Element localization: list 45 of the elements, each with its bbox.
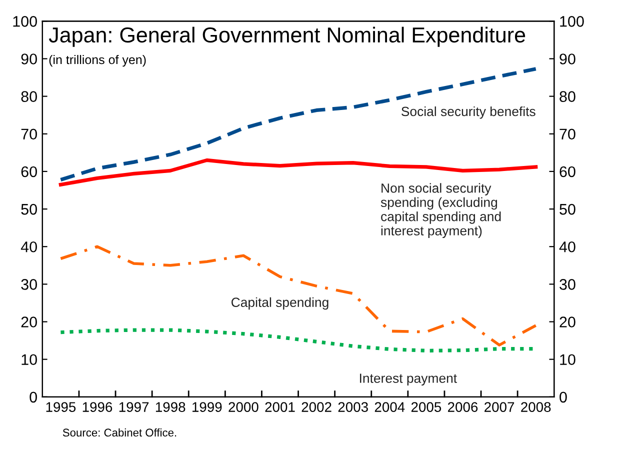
x-tick-label: 2006: [448, 402, 478, 412]
series-label: Social security benefits: [402, 106, 536, 119]
y2-tick-label: 40: [559, 241, 576, 252]
text: (in trillions of yen): [49, 54, 146, 67]
x-tick-label: 1999: [192, 402, 222, 412]
y2-tick-label: 50: [560, 204, 576, 215]
y-tick-label: 40: [20, 241, 37, 252]
x-tick-label: 2000: [228, 402, 258, 412]
y-tick-label: 0: [30, 392, 37, 403]
x-tick-label: 2004: [374, 402, 405, 412]
y-tick-label: 80: [21, 91, 37, 102]
y-tick-label: 50: [21, 204, 37, 215]
y2-tick-label: 10: [560, 354, 576, 366]
x-tick-label: 1996: [82, 402, 112, 412]
y-tick-label: 70: [21, 128, 37, 140]
x-tick-label: 2005: [411, 402, 442, 412]
y2-tick-label: 100: [560, 16, 584, 27]
x-tick-label: 2008: [521, 402, 551, 412]
y2-tick-label: 90: [560, 54, 576, 64]
y-tick-label: 20: [21, 316, 37, 328]
y2-tick-label: 70: [560, 128, 576, 140]
x-tick-label: 1998: [156, 402, 186, 412]
source-note: Source: Cabinet Office.: [62, 428, 176, 437]
line-series: [58, 67, 538, 182]
y2-tick-label: 80: [560, 91, 576, 102]
y-tick-label: 90: [21, 54, 37, 64]
y-tick-label: 100: [13, 16, 37, 27]
x-tick-label: 2001: [265, 402, 295, 412]
y2-tick-label: 0: [560, 392, 567, 403]
y2-tick-label: 20: [560, 316, 576, 328]
series-label: Interest payment: [360, 374, 457, 386]
x-tick-label: 2002: [302, 402, 332, 412]
chart-title: Japan: General Government Nominal Expenditure: [48, 26, 526, 47]
series-label: Non social security spending (excluding capital spending and interest payment): [380, 183, 501, 238]
x-tick-label: 1997: [119, 402, 149, 412]
x-tick-label: 1995: [46, 402, 76, 412]
x-tick-label: 2007: [484, 402, 514, 412]
x-tick-label: 2003: [338, 402, 368, 412]
y-tick-label: 30: [21, 279, 37, 290]
y-tick-label: 10: [22, 354, 37, 366]
y-tick-label: 60: [21, 166, 37, 178]
series-label: Capital spending: [232, 297, 328, 310]
y2-tick-label: 60: [560, 166, 576, 178]
y2-tick-label: 30: [560, 279, 576, 290]
line-series: [59, 245, 538, 346]
